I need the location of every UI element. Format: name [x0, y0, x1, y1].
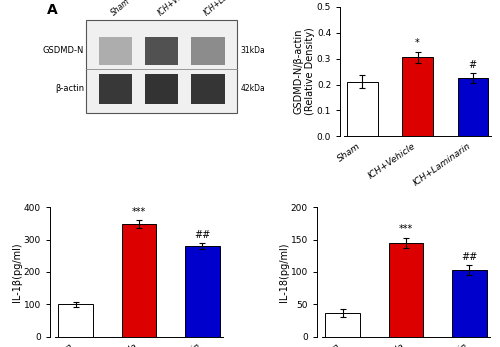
FancyBboxPatch shape	[98, 74, 132, 104]
FancyBboxPatch shape	[86, 20, 237, 113]
Text: ##: ##	[194, 230, 210, 240]
FancyBboxPatch shape	[98, 37, 132, 65]
Y-axis label: GSDMD-N/β-actin
(Relative Density): GSDMD-N/β-actin (Relative Density)	[294, 28, 316, 116]
Text: #: #	[468, 60, 477, 70]
Bar	[458, 78, 488, 136]
Text: *: *	[415, 39, 420, 49]
Bar	[388, 243, 424, 337]
Bar	[122, 224, 156, 337]
Text: ***: ***	[399, 225, 413, 235]
Y-axis label: IL-1β(pg/ml): IL-1β(pg/ml)	[12, 242, 22, 302]
Text: GSDMD-N: GSDMD-N	[43, 46, 84, 55]
Text: 42kDa: 42kDa	[240, 84, 265, 93]
FancyBboxPatch shape	[145, 74, 178, 104]
Bar	[348, 82, 378, 136]
Text: ##: ##	[462, 252, 477, 262]
Bar	[185, 246, 220, 337]
Bar	[58, 304, 93, 337]
Bar	[325, 313, 360, 337]
Text: 31kDa: 31kDa	[240, 46, 265, 55]
FancyBboxPatch shape	[145, 37, 178, 65]
FancyBboxPatch shape	[192, 74, 224, 104]
Text: β-actin: β-actin	[55, 84, 84, 93]
Text: ***: ***	[132, 207, 146, 217]
Text: ICH+Laminarin: ICH+Laminarin	[202, 0, 252, 18]
Text: Sham: Sham	[110, 0, 132, 18]
Text: A: A	[47, 3, 58, 17]
Bar	[452, 270, 487, 337]
Bar	[402, 57, 433, 136]
Y-axis label: IL-18(pg/ml): IL-18(pg/ml)	[280, 242, 289, 302]
FancyBboxPatch shape	[192, 37, 224, 65]
Text: ICH+Vehicle: ICH+Vehicle	[156, 0, 198, 18]
